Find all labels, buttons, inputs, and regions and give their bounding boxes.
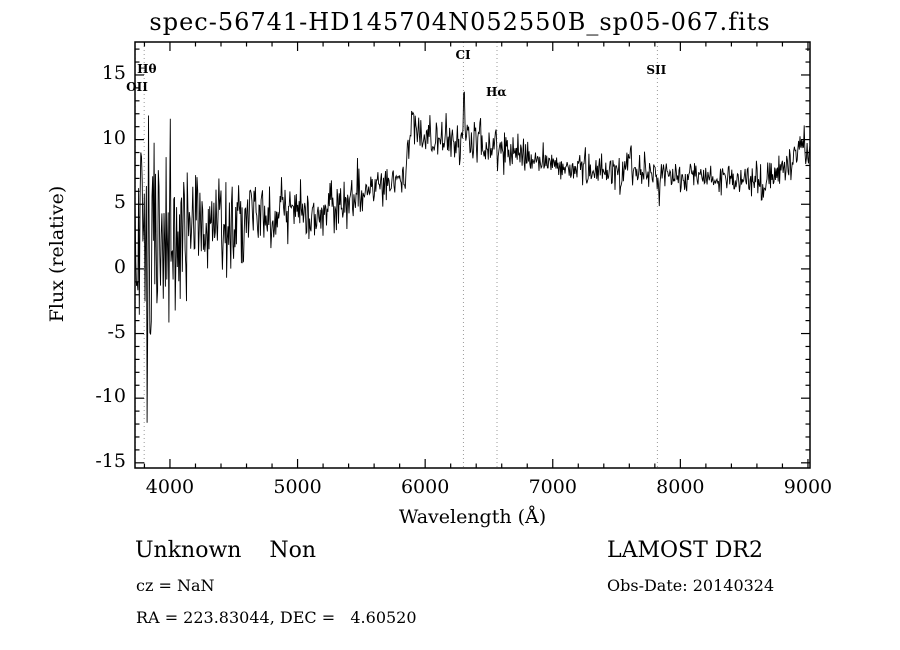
line-marker-label: CI (455, 48, 471, 62)
page-title: spec-56741-HD145704N052550B_sp05-067.fit… (149, 8, 771, 36)
x-tick-label: 5000 (273, 476, 322, 498)
x-tick-label: 6000 (400, 476, 450, 498)
object-class-label: Unknown Non (135, 538, 317, 563)
x-tick-label: 9000 (783, 476, 833, 498)
ra-dec-value: RA = 223.83044, DEC = 4.60520 (136, 608, 417, 627)
line-marker-label: OII (126, 80, 148, 94)
y-tick-label: 0 (113, 255, 126, 278)
y-tick-label: -10 (95, 385, 126, 408)
survey-label: LAMOST DR2 (607, 538, 763, 563)
y-tick-label: -15 (95, 449, 126, 472)
y-tick-label: 5 (113, 191, 126, 214)
cz-value: cz = NaN (136, 576, 215, 595)
line-marker-label: Hα (485, 85, 507, 99)
x-axis-label: Wavelength (Å) (398, 506, 547, 528)
y-tick-label: 15 (101, 61, 126, 84)
y-tick-label: 10 (101, 126, 126, 149)
y-tick-label: -5 (107, 320, 126, 343)
obs-date-value: Obs-Date: 20140324 (607, 576, 775, 595)
line-marker-label: SII (646, 63, 667, 77)
line-marker-label: Hθ (137, 62, 157, 76)
x-tick-label: 8000 (656, 476, 705, 498)
x-tick-label: 7000 (528, 476, 577, 498)
x-tick-label: 4000 (145, 476, 195, 498)
